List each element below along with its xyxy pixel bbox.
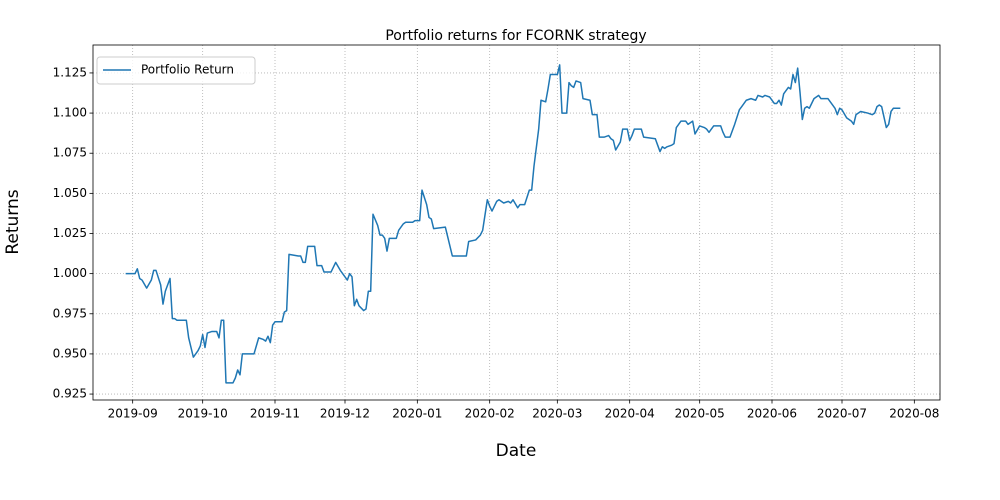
x-tick-label: 2020-07 bbox=[817, 407, 867, 421]
x-tick-label: 2019-09 bbox=[108, 407, 158, 421]
y-tick-label: 1.100 bbox=[53, 106, 87, 120]
x-tick-label: 2020-05 bbox=[675, 407, 725, 421]
line bbox=[125, 64, 901, 384]
x-tick-label: 2019-10 bbox=[178, 407, 228, 421]
y-tick-label: 1.125 bbox=[53, 65, 87, 79]
legend-box bbox=[96, 56, 256, 85]
legend-label: Portfolio Return bbox=[141, 63, 234, 77]
x-axis-label: Date bbox=[496, 441, 537, 461]
y-tick-label: 0.975 bbox=[53, 306, 87, 320]
y-tick-label: 0.950 bbox=[53, 346, 87, 360]
y-tick-label: 1.000 bbox=[53, 266, 87, 280]
y-tick-label: 1.025 bbox=[53, 226, 87, 240]
x-tick-label: 2020-02 bbox=[465, 407, 515, 421]
x-tick-label: 2020-01 bbox=[392, 407, 442, 421]
x-tick-label: 2019-11 bbox=[250, 407, 300, 421]
x-tick-label: 2020-03 bbox=[532, 407, 582, 421]
x-tick-label: 2020-06 bbox=[747, 407, 797, 421]
x-tick-label: 2019-12 bbox=[320, 407, 370, 421]
y-tick-label: 1.050 bbox=[53, 186, 87, 200]
chart-title: Portfolio returns for FCORNK strategy bbox=[385, 28, 646, 44]
x-tick-label: 2020-08 bbox=[889, 407, 939, 421]
y-tick-label: 0.925 bbox=[53, 387, 87, 401]
y-tick-label: 1.075 bbox=[53, 146, 87, 160]
x-tick-label: 2020-04 bbox=[605, 407, 655, 421]
plot-frame bbox=[92, 44, 941, 401]
y-axis-label: Returns bbox=[3, 189, 23, 254]
